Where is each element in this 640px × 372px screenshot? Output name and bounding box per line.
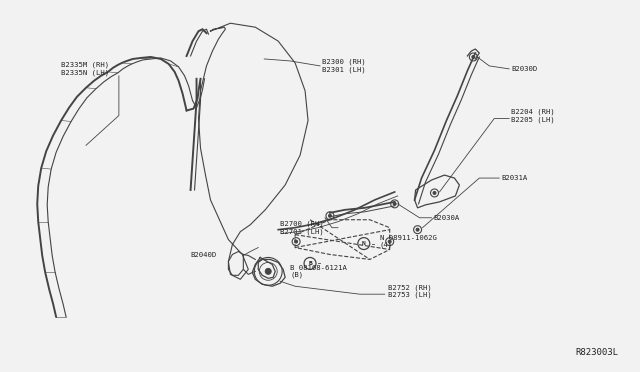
Text: B2335M (RH)
B2335N (LH): B2335M (RH) B2335N (LH) (61, 62, 109, 76)
Text: B2300 (RH)
B2301 (LH): B2300 (RH) B2301 (LH) (322, 59, 365, 73)
Circle shape (328, 214, 332, 217)
Text: N: N (362, 241, 365, 246)
Text: B2030A: B2030A (433, 215, 460, 221)
Text: B 08168-6121A
(B): B 08168-6121A (B) (290, 264, 347, 278)
Text: R823003L: R823003L (576, 348, 619, 357)
Circle shape (388, 240, 391, 243)
Circle shape (393, 202, 396, 205)
Circle shape (294, 240, 298, 243)
Text: B2030D: B2030D (511, 66, 538, 72)
Circle shape (416, 228, 419, 231)
Circle shape (265, 268, 271, 274)
Text: B2700 (RH)
B2701 (LH): B2700 (RH) B2701 (LH) (280, 221, 324, 235)
Text: N 08911-1062G
(4): N 08911-1062G (4) (380, 235, 436, 248)
Circle shape (472, 55, 475, 58)
Text: B2204 (RH)
B2205 (LH): B2204 (RH) B2205 (LH) (511, 109, 555, 122)
Text: B2031A: B2031A (501, 175, 527, 181)
Circle shape (433, 192, 436, 195)
Text: B: B (308, 261, 312, 266)
Text: B2040D: B2040D (191, 253, 217, 259)
Text: B2752 (RH)
B2753 (LH): B2752 (RH) B2753 (LH) (388, 284, 431, 298)
